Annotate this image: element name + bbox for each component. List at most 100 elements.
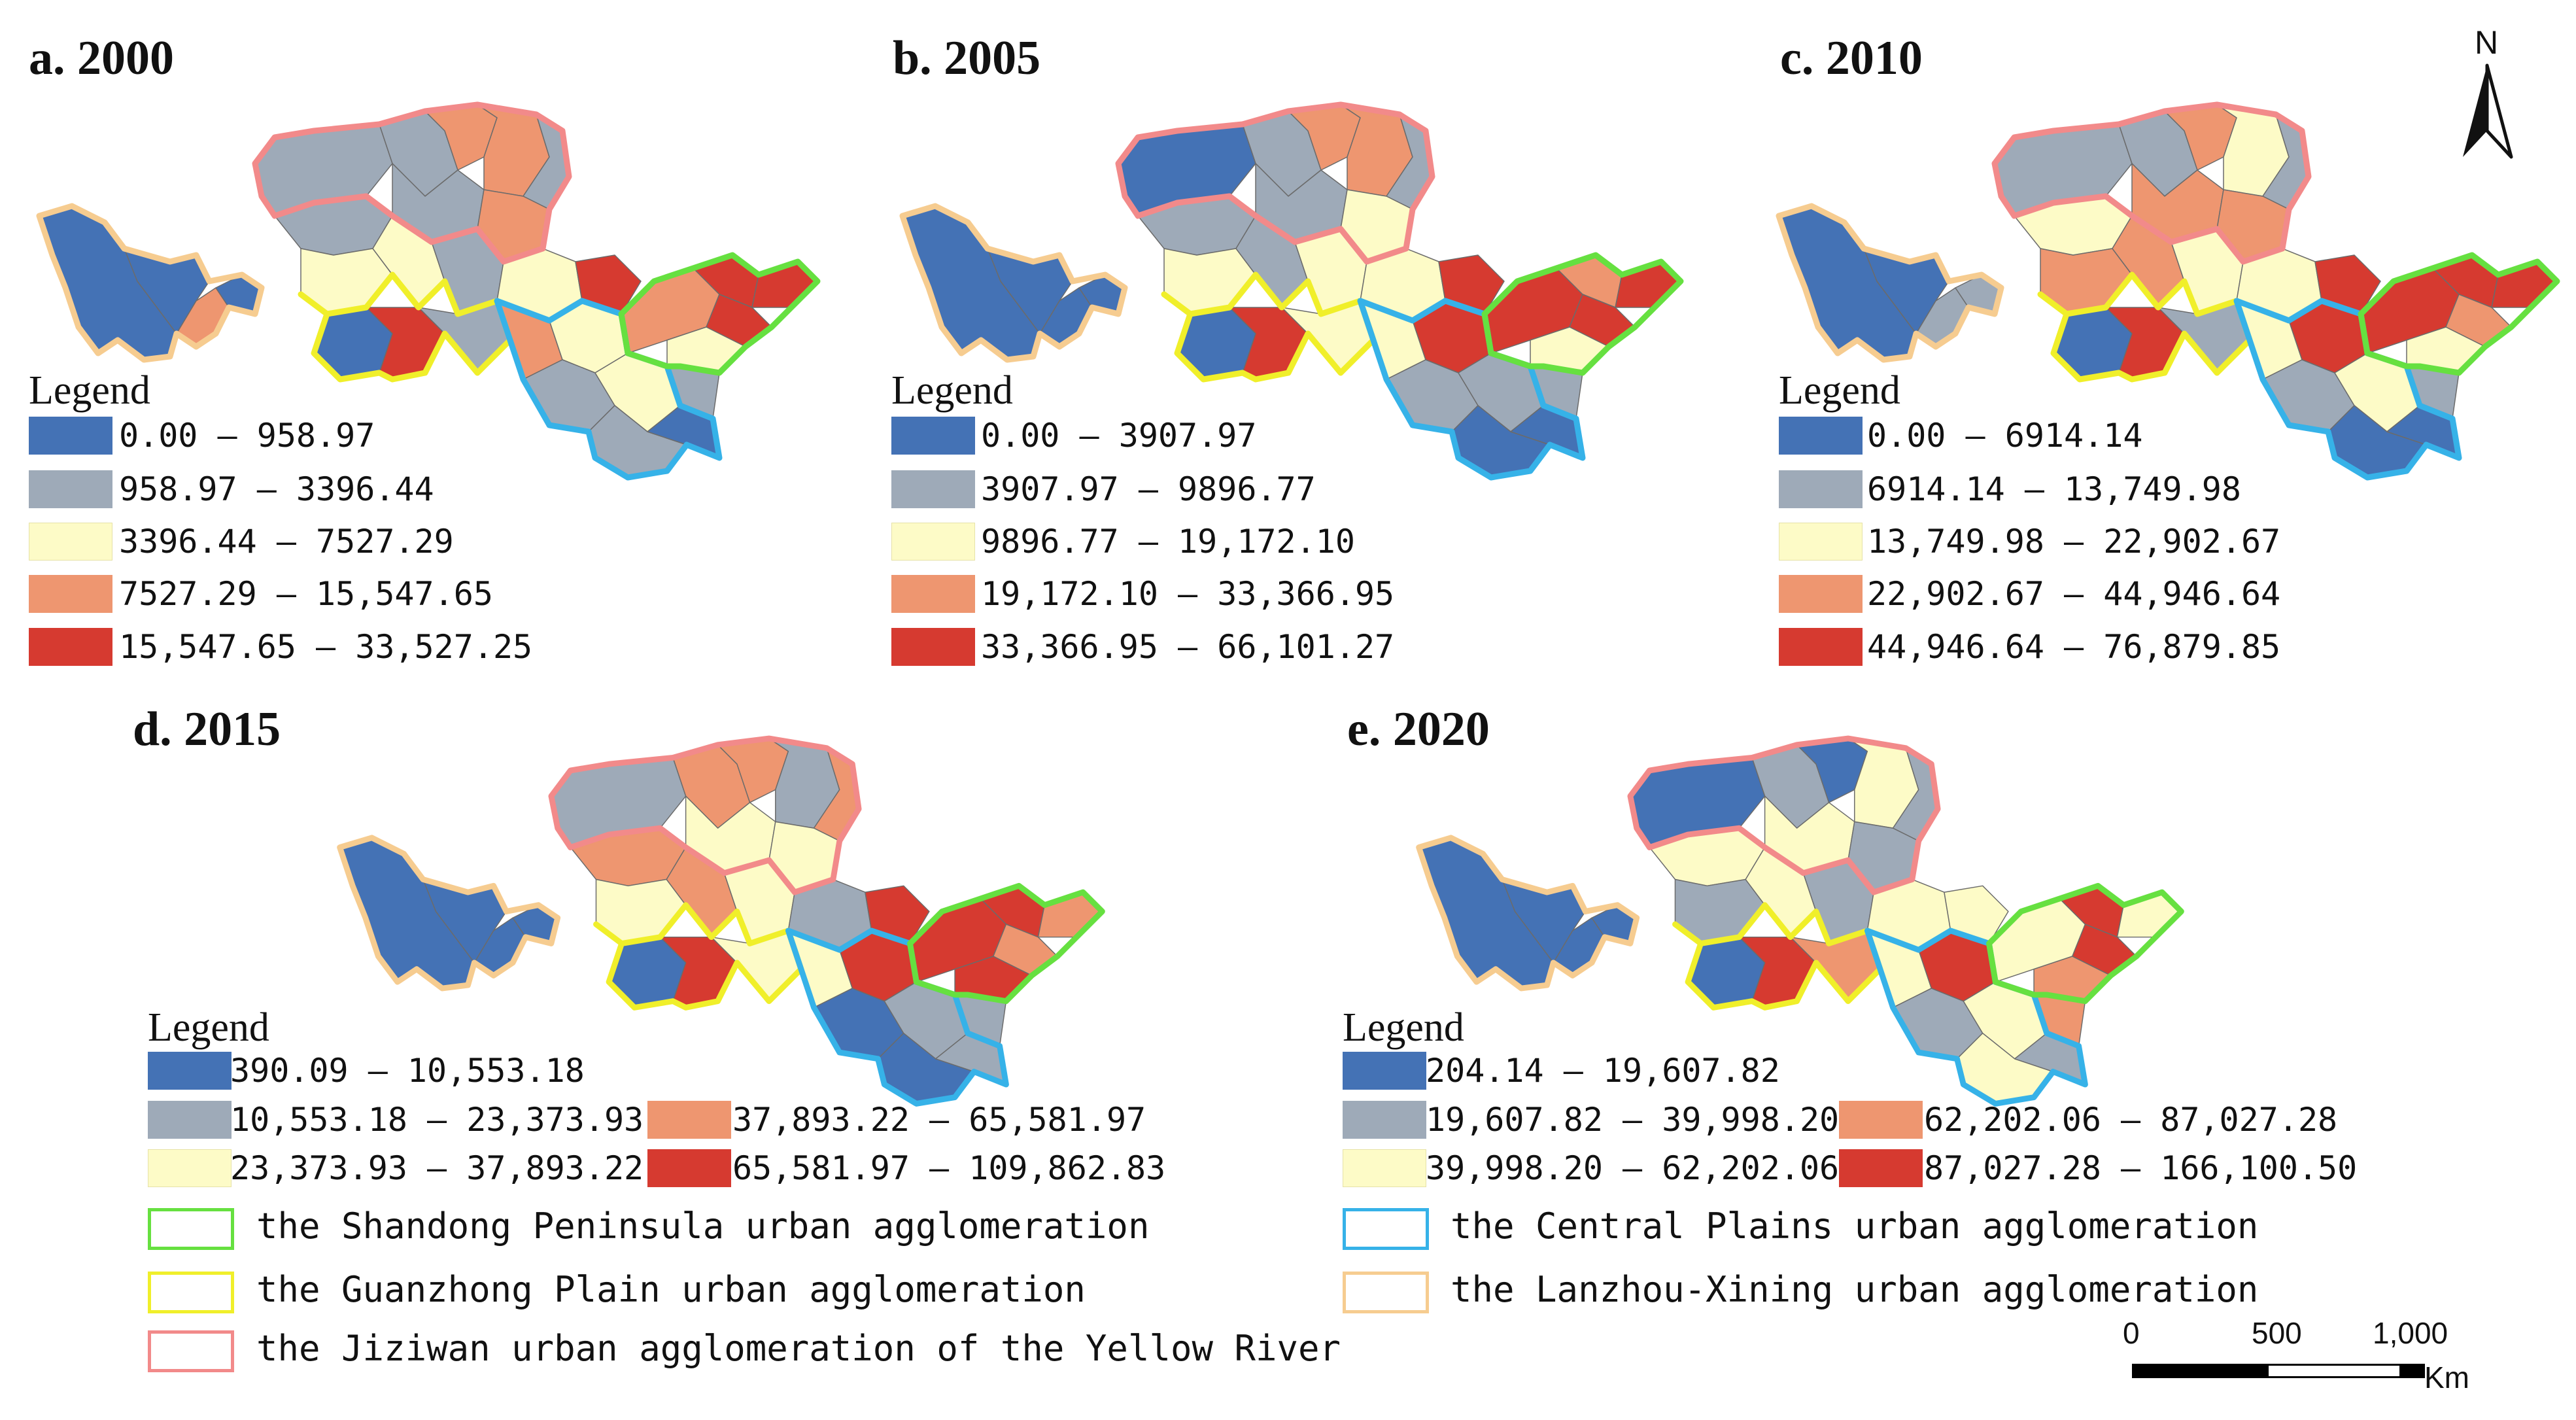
map-region bbox=[865, 885, 930, 944]
scale-tick-0: 0 bbox=[2123, 1316, 2140, 1350]
legend-swatch-class2 bbox=[1343, 1101, 1426, 1139]
legend-swatch-class1 bbox=[29, 417, 112, 455]
north-arrow-label: N bbox=[2475, 24, 2499, 61]
lanzhou-xining-outline bbox=[337, 835, 561, 992]
legend-range-2000-2: 958.97 — 3396.44 bbox=[119, 470, 434, 508]
legend-range-2010-4: 22,902.67 — 44,946.64 bbox=[1867, 575, 2281, 613]
legend-range-2015-3: 23,373.93 — 37,893.22 bbox=[230, 1149, 644, 1187]
legend-swatch-class4 bbox=[1779, 575, 1863, 613]
legend-swatch-class5 bbox=[647, 1149, 731, 1187]
shandong-outline-swatch bbox=[148, 1208, 234, 1250]
legend-range-2010-5: 44,946.64 — 76,879.85 bbox=[1867, 628, 2281, 666]
jiziwan-outline bbox=[252, 101, 572, 265]
legend-range-2010-3: 13,749.98 — 22,902.67 bbox=[1867, 523, 2281, 561]
legend-range-2010-1: 0.00 — 6914.14 bbox=[1867, 417, 2143, 455]
legend-swatch-class5 bbox=[29, 628, 112, 666]
map-panel-4 bbox=[337, 735, 1105, 1107]
panel-title-2020: e. 2020 bbox=[1347, 702, 1490, 756]
panel-title-2010: c. 2010 bbox=[1780, 31, 1923, 85]
scale-bar-segment-3 bbox=[2401, 1364, 2425, 1378]
jiziwan-outline bbox=[1991, 101, 2312, 265]
central-plains-outline bbox=[785, 927, 1009, 1107]
legend-swatch-class3 bbox=[29, 523, 112, 561]
legend-range-2000-1: 0.00 — 958.97 bbox=[119, 417, 375, 455]
legend-range-2020-4: 62,202.06 — 87,027.28 bbox=[1924, 1101, 2338, 1139]
legend-range-2000-3: 3396.44 — 7527.29 bbox=[119, 523, 454, 561]
scale-bar: 0 500 1,000 Km bbox=[2099, 1318, 2492, 1396]
legend-swatch-class4 bbox=[647, 1101, 731, 1139]
legend-swatch-class2 bbox=[891, 470, 975, 508]
legend-range-2020-5: 87,027.28 — 166,100.50 bbox=[1924, 1149, 2358, 1187]
legend-swatch-class3 bbox=[891, 523, 975, 561]
guanzhong-outline bbox=[593, 902, 804, 1011]
legend-range-2010-2: 6914.14 — 13,749.98 bbox=[1867, 470, 2241, 508]
legend-range-2005-1: 0.00 — 3907.97 bbox=[981, 417, 1257, 455]
lanzhou-xining-label: the Lanzhou-Xining urban agglomeration bbox=[1451, 1269, 2259, 1310]
jiziwan-outline-swatch bbox=[148, 1330, 234, 1372]
guanzhong-outline bbox=[2037, 271, 2253, 383]
guanzhong-outline bbox=[298, 271, 513, 383]
legend-range-2005-3: 9896.77 — 19,172.10 bbox=[981, 523, 1355, 561]
map-panel-1 bbox=[36, 101, 821, 481]
legend-range-2000-5: 15,547.65 — 33,527.25 bbox=[119, 628, 533, 666]
legend-swatch-class1 bbox=[1779, 417, 1863, 455]
guanzhong-outline bbox=[1161, 271, 1377, 383]
scale-tick-500: 500 bbox=[2252, 1316, 2302, 1350]
panel-title-2005: b. 2005 bbox=[893, 31, 1041, 85]
legend-swatch-class1 bbox=[148, 1052, 232, 1090]
central-plains-outline bbox=[2233, 298, 2462, 481]
legend-range-2015-4: 37,893.22 — 65,581.97 bbox=[732, 1101, 1146, 1139]
legend-swatch-class2 bbox=[1779, 470, 1863, 508]
map-region bbox=[1944, 885, 2009, 944]
jiziwan-outline bbox=[1115, 101, 1435, 265]
lanzhou-xining-outline bbox=[899, 203, 1128, 363]
legend-range-2020-2: 19,607.82 — 39,998.20 bbox=[1426, 1101, 1840, 1139]
legend-range-2020-1: 204.14 — 19,607.82 bbox=[1426, 1052, 1780, 1090]
legend-title-2010: Legend bbox=[1779, 368, 1900, 413]
panel-title-2015: d. 2015 bbox=[133, 702, 281, 756]
legend-title-2000: Legend bbox=[29, 368, 150, 413]
panel-title-2000: a. 2000 bbox=[29, 31, 174, 85]
map-region bbox=[575, 254, 642, 315]
legend-range-2015-2: 10,553.18 — 23,373.93 bbox=[230, 1101, 644, 1139]
lanzhou-xining-outline-swatch bbox=[1343, 1272, 1429, 1313]
legend-title-2005: Legend bbox=[891, 368, 1013, 413]
guanzhong-label: the Guanzhong Plain urban agglomeration bbox=[256, 1269, 1086, 1310]
legend-swatch-class2 bbox=[29, 470, 112, 508]
scale-bar-segment-2 bbox=[2267, 1364, 2401, 1378]
scale-tick-1000: 1,000 bbox=[2373, 1316, 2448, 1350]
jiziwan-label: the Jiziwan urban agglomeration of the Y… bbox=[256, 1328, 1341, 1369]
legend-swatch-class1 bbox=[891, 417, 975, 455]
central-plains-outline bbox=[1357, 298, 1586, 481]
map-region bbox=[2314, 254, 2381, 315]
map-region bbox=[1438, 254, 1505, 315]
legend-swatch-class4 bbox=[891, 575, 975, 613]
scale-bar-segment-1 bbox=[2132, 1364, 2267, 1378]
legend-swatch-class5 bbox=[1839, 1149, 1923, 1187]
legend-swatch-class2 bbox=[148, 1101, 232, 1139]
shandong-outline bbox=[907, 882, 1105, 1005]
north-arrow-icon bbox=[2463, 63, 2513, 159]
legend-swatch-class4 bbox=[29, 575, 112, 613]
legend-swatch-class5 bbox=[891, 628, 975, 666]
legend-swatch-class5 bbox=[1779, 628, 1863, 666]
map-panel-2 bbox=[899, 101, 1684, 481]
legend-title-2015: Legend bbox=[148, 1005, 269, 1050]
legend-range-2000-4: 7527.29 — 15,547.65 bbox=[119, 575, 493, 613]
guanzhong-outline-swatch bbox=[148, 1272, 234, 1313]
jiziwan-outline bbox=[548, 735, 862, 895]
jiziwan-outline bbox=[1627, 735, 1941, 895]
legend-swatch-class4 bbox=[1839, 1101, 1923, 1139]
central-plains-label: the Central Plains urban agglomeration bbox=[1451, 1205, 2259, 1247]
legend-range-2005-5: 33,366.95 — 66,101.27 bbox=[981, 628, 1395, 666]
legend-swatch-class3 bbox=[1779, 523, 1863, 561]
guanzhong-outline bbox=[1672, 902, 1883, 1011]
shandong-label: the Shandong Peninsula urban agglomerati… bbox=[256, 1205, 1150, 1247]
legend-swatch-class1 bbox=[1343, 1052, 1426, 1090]
lanzhou-xining-outline bbox=[1776, 203, 2004, 363]
scale-unit: Km bbox=[2424, 1360, 2469, 1394]
legend-range-2005-4: 19,172.10 — 33,366.95 bbox=[981, 575, 1395, 613]
map-panel-5 bbox=[1416, 735, 2184, 1107]
north-arrow: N bbox=[2458, 26, 2516, 164]
legend-swatch-class3 bbox=[1343, 1149, 1426, 1187]
